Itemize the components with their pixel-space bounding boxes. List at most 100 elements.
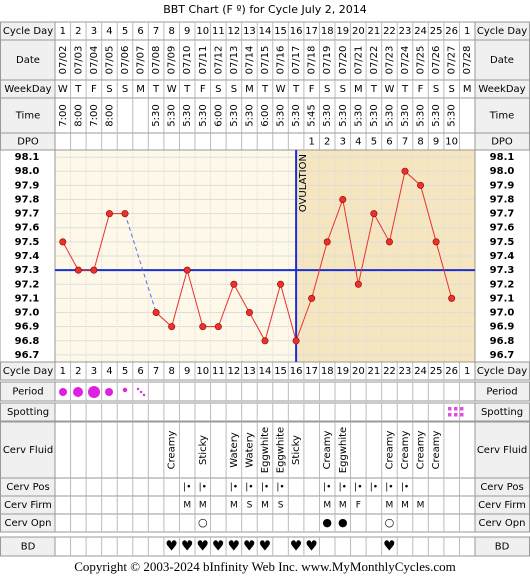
bd-heart: ♥ (383, 539, 396, 555)
cerv-opn: ○ (385, 516, 395, 529)
temperature-point (245, 309, 253, 317)
cycle-day: 2 (75, 26, 81, 37)
date: 07/07 (136, 46, 147, 75)
cycle-day: 13 (243, 366, 256, 377)
cerv-pos: |• (323, 483, 331, 493)
date: 07/06 (120, 46, 131, 75)
cycle-day: 7 (153, 366, 159, 377)
temperature-point (199, 323, 207, 331)
weekday: F (200, 84, 206, 95)
cerv-firm: M (339, 501, 347, 511)
chart-title: BBT Chart (F º) for Cycle July 2, 2014 (163, 3, 367, 16)
cerv-fluid: Creamy (416, 431, 427, 470)
cycle-day: 5 (122, 26, 128, 37)
date: 07/05 (104, 46, 115, 75)
ovulation-label: OVULATION (298, 154, 309, 212)
cycle-day: 7 (153, 26, 159, 37)
cerv-pos: |• (276, 483, 284, 493)
cycle-day: 24 (414, 366, 427, 377)
temperature-point (105, 210, 113, 218)
y-tick-label: 97.2 (490, 279, 515, 290)
weekday: F (309, 84, 315, 95)
cerv-firm: M (261, 501, 269, 511)
cerv-fluid: Eggwhite (260, 427, 271, 473)
temperature-point (90, 266, 98, 274)
date: 07/10 (182, 46, 193, 75)
time: 5:30 (276, 104, 287, 126)
y-tick-label: 97.6 (490, 223, 515, 234)
y-tick-label: 97.8 (490, 194, 515, 205)
cycle-day: 12 (228, 26, 241, 37)
row-label: WeekDay (478, 84, 525, 95)
y-tick-label: 97.6 (15, 223, 40, 234)
y-tick-label: 98.1 (490, 152, 515, 163)
row-label-cell (474, 39, 530, 81)
date: 07/27 (447, 46, 458, 75)
cerv-fluid: Creamy (167, 431, 178, 470)
chart-body: 96.7 96.7 96.8 96.8 96.9 96.9 97.0 97.0 97.1 97.1… (0, 21, 530, 557)
weekday: F (91, 84, 97, 95)
temperature-point (230, 280, 238, 288)
row-label: Time (489, 111, 514, 122)
bd-heart: ♥ (228, 539, 241, 555)
cycle-day: 11 (212, 26, 225, 37)
temperature-point (168, 323, 176, 331)
weekday: T (370, 84, 378, 95)
cycle-day: 9 (184, 366, 190, 377)
cycle-day: 14 (259, 26, 272, 37)
time: 5:30 (431, 104, 442, 126)
cerv-pos: |• (245, 483, 253, 493)
date: 07/25 (416, 46, 427, 75)
y-tick-label: 97.5 (490, 237, 515, 248)
y-tick-label: 97.2 (15, 279, 40, 290)
weekday: T (292, 84, 300, 95)
period-marks (59, 386, 146, 398)
cycle-day: 2 (75, 366, 81, 377)
cycle-day: 24 (414, 26, 427, 37)
cerv-firm: F (356, 501, 361, 511)
weekday: W (167, 84, 177, 95)
time: 5:30 (384, 104, 395, 126)
row-cells (54, 513, 476, 533)
cerv-fluid: Creamy (431, 431, 442, 470)
weekday: M (463, 84, 472, 95)
weekday: T (74, 84, 82, 95)
bd-heart: ♥ (243, 539, 256, 555)
bd-heart: ♥ (305, 539, 318, 555)
cycle-day: 17 (305, 366, 318, 377)
temperature-point (385, 238, 393, 246)
cycle-day: 25 (430, 26, 443, 37)
dpo: 7 (402, 137, 408, 148)
cycle-day: 22 (383, 366, 396, 377)
cycle-day: 17 (305, 26, 318, 37)
date: 07/19 (322, 46, 333, 75)
y-tick-label: 97.9 (490, 180, 515, 191)
row-label: Cerv Firm (478, 500, 526, 511)
temperature-point (432, 238, 440, 246)
cerv-pos: |• (183, 483, 191, 493)
weekday: W (384, 84, 394, 95)
weekday: S (106, 84, 112, 95)
row-cells (54, 381, 476, 402)
time: 5:30 (167, 104, 178, 126)
cycle-day: 10 (196, 26, 209, 37)
date: 07/09 (167, 46, 178, 75)
row-label: Cerv Pos (6, 482, 49, 493)
cycle-day: 1 (60, 26, 66, 37)
y-tick-label: 97.3 (15, 265, 40, 276)
footer: Copyright © 2003-2024 bInfinity Web Inc.… (74, 559, 455, 574)
time: 5:30 (338, 104, 349, 126)
weekday: T (152, 84, 160, 95)
cycle-day: 10 (196, 366, 209, 377)
row-cells (54, 132, 476, 151)
temperature-point (292, 337, 300, 345)
cycle-day: 19 (336, 366, 349, 377)
cerv-firm: M (386, 501, 394, 511)
cerv-firm: M (417, 501, 425, 511)
time: 5:30 (369, 104, 380, 126)
temperature-point (183, 266, 191, 274)
y-tick-label: 98.0 (490, 166, 515, 177)
time: 5:30 (198, 104, 209, 126)
date: 07/28 (462, 46, 473, 75)
